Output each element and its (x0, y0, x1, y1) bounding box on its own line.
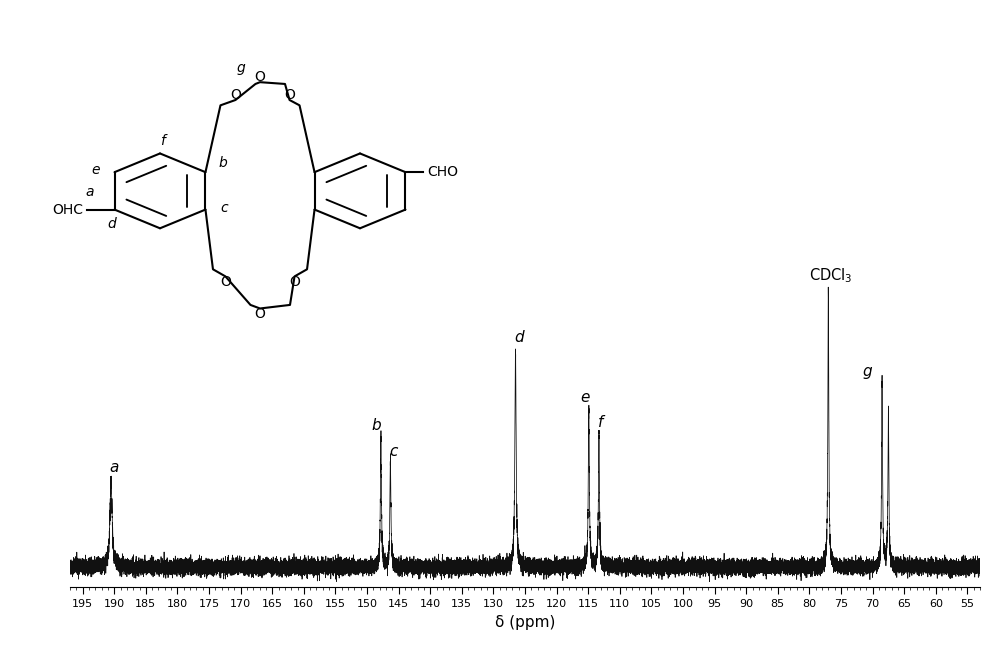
Text: O: O (220, 275, 231, 289)
Text: g: g (863, 364, 872, 379)
Text: b: b (372, 418, 381, 432)
Text: O: O (255, 307, 265, 321)
Text: e: e (91, 164, 100, 178)
Text: CDCl$_3$: CDCl$_3$ (809, 267, 853, 285)
Text: O: O (284, 88, 295, 102)
Text: c: c (389, 444, 398, 459)
Text: c: c (221, 201, 228, 214)
Text: b: b (219, 156, 227, 170)
Text: OHC: OHC (52, 203, 83, 216)
Text: d: d (514, 330, 523, 345)
Text: O: O (230, 88, 241, 102)
Text: f: f (160, 134, 165, 148)
Text: d: d (108, 217, 116, 231)
Text: e: e (580, 390, 590, 405)
Text: a: a (110, 460, 119, 475)
Text: O: O (255, 70, 265, 84)
Text: O: O (289, 275, 300, 289)
X-axis label: δ (ppm): δ (ppm) (495, 614, 555, 630)
Text: CHO: CHO (427, 165, 458, 179)
Text: f: f (598, 414, 604, 430)
Text: a: a (85, 185, 94, 199)
Text: g: g (236, 61, 245, 75)
